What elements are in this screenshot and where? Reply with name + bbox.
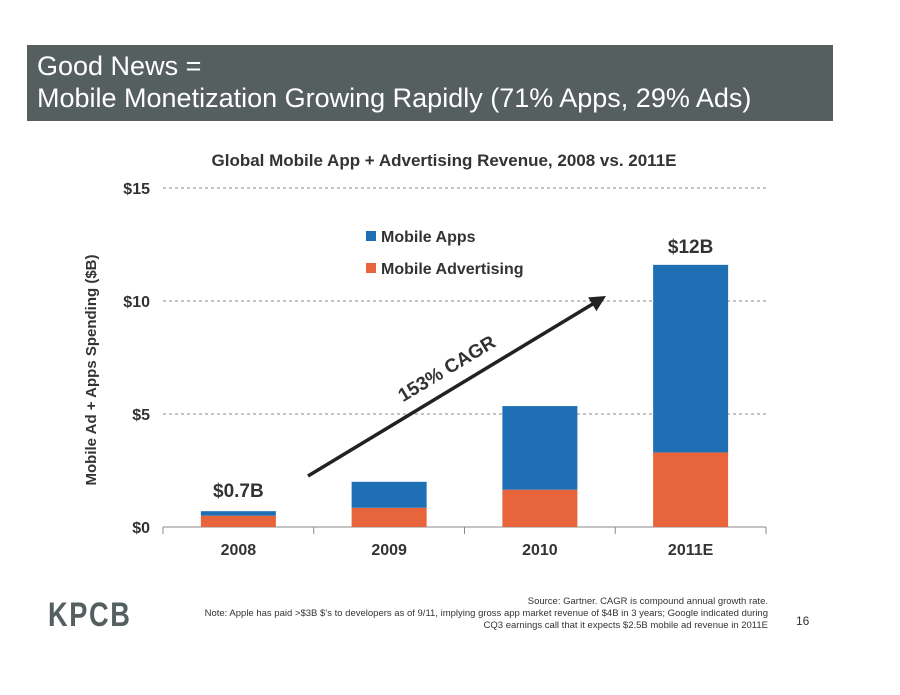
title-banner: Good News = Mobile Monetization Growing … <box>27 45 833 121</box>
y-tick-label: $5 <box>132 407 150 424</box>
headline-line-2: Mobile Monetization Growing Rapidly (71%… <box>37 83 752 113</box>
legend-label-mobile-apps: Mobile Apps <box>381 229 476 246</box>
y-tick-label: $10 <box>123 294 150 311</box>
growth-arrow-line <box>307 300 597 478</box>
legend-label-mobile-advertising: Mobile Advertising <box>381 261 524 278</box>
bar-mobile-advertising <box>502 489 578 527</box>
x-tick-label: 2008 <box>221 542 257 559</box>
y-tick-label: $0 <box>132 520 150 537</box>
bar-mobile-advertising <box>351 507 427 527</box>
legend-swatch-mobile-apps <box>366 231 376 241</box>
x-tick-label: 2011E <box>668 542 714 559</box>
x-tick-label: 2010 <box>522 542 558 559</box>
bar-mobile-apps <box>200 511 276 516</box>
growth-arrow-head <box>588 296 606 312</box>
bar-mobile-advertising <box>200 515 276 527</box>
source-line-2: Note: Apple has paid >$3B $’s to develop… <box>204 608 768 619</box>
y-axis-label: Mobile Ad + Apps Spending ($B) <box>83 255 100 486</box>
data-label-2008: $0.7B <box>213 481 264 502</box>
y-tick-label: $15 <box>123 181 150 198</box>
bar-mobile-apps <box>502 406 578 490</box>
data-label-2011e: $12B <box>668 237 713 258</box>
page-number: 16 <box>796 614 810 628</box>
source-note: Source: Gartner. CAGR is compound annual… <box>205 596 768 632</box>
source-line-1: Source: Gartner. CAGR is compound annual… <box>527 596 768 607</box>
source-line-3: CQ3 earnings call that it expects $2.5B … <box>483 620 768 631</box>
bar-mobile-apps <box>351 481 427 508</box>
chart-title: Global Mobile App + Advertising Revenue,… <box>212 151 677 170</box>
legend-swatch-mobile-advertising <box>366 263 376 273</box>
bar-mobile-apps <box>653 264 729 453</box>
bar-mobile-advertising <box>653 452 729 527</box>
headline-line-1: Good News = <box>37 51 202 81</box>
kpcb-logo: KPCB <box>48 596 132 634</box>
x-tick-label: 2009 <box>371 542 407 559</box>
